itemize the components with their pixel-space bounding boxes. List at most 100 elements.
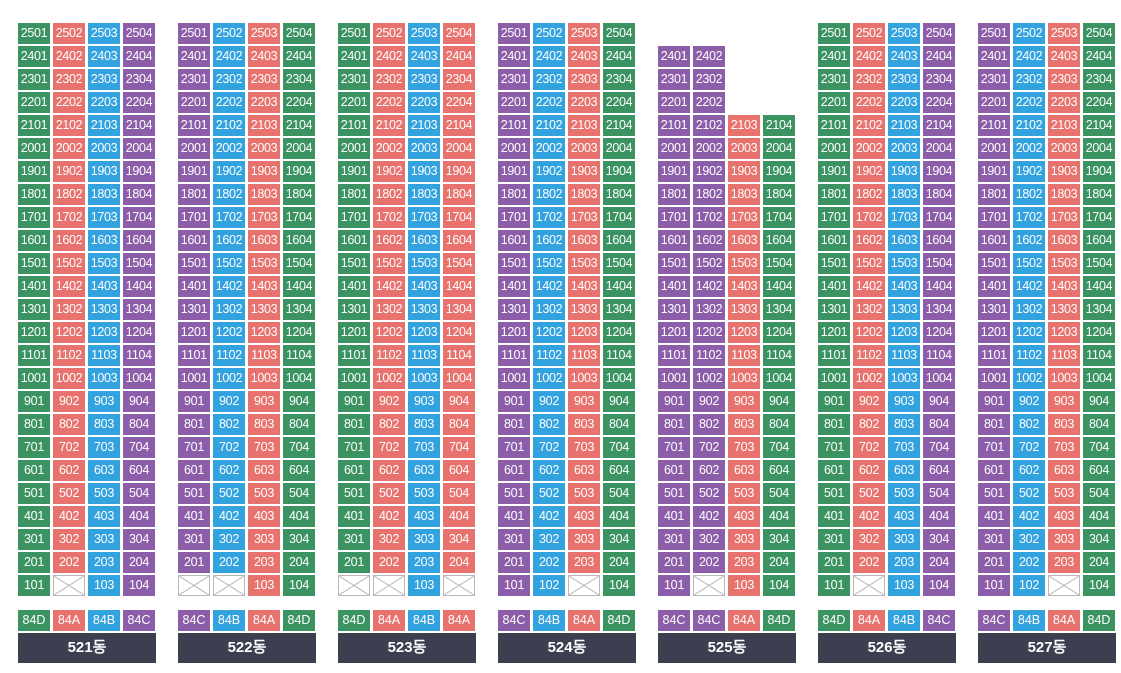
unit-cell: 1504 (1083, 253, 1115, 274)
unit-cell: 1501 (978, 253, 1010, 274)
unit-cell: 2303 (408, 69, 440, 90)
unit-cell: 604 (123, 460, 155, 481)
unit-cell: 2504 (283, 23, 315, 44)
unit-cell: 1203 (568, 322, 600, 343)
unit-cell: 701 (818, 437, 850, 458)
unit-cell: 1902 (533, 161, 565, 182)
unit-cell: 1602 (533, 230, 565, 251)
unit-cell: 1602 (853, 230, 885, 251)
unit-cell: 2201 (658, 92, 690, 113)
unit-cell: 2101 (978, 115, 1010, 136)
empty-unit-cell (568, 575, 600, 596)
unit-cell: 1201 (658, 322, 690, 343)
unit-cell: 301 (18, 529, 50, 550)
unit-cell: 304 (283, 529, 315, 550)
unit-cell: 804 (1083, 414, 1115, 435)
unit-cell: 803 (408, 414, 440, 435)
unit-cell: 1803 (728, 184, 760, 205)
unit-cell: 2301 (338, 69, 370, 90)
unit-cell: 1502 (853, 253, 885, 274)
unit-cell: 1204 (603, 322, 635, 343)
unit-cell: 1803 (248, 184, 280, 205)
unit-cell: 1002 (53, 368, 85, 389)
unit-cell: 503 (568, 483, 600, 504)
unit-cell: 1503 (728, 253, 760, 274)
unit-cell: 502 (853, 483, 885, 504)
unit-cell: 2501 (818, 23, 850, 44)
unit-cell: 1603 (568, 230, 600, 251)
unit-cell: 2302 (53, 69, 85, 90)
unit-cell: 901 (978, 391, 1010, 412)
unit-cell: 1402 (373, 276, 405, 297)
empty-unit-cell (53, 575, 85, 596)
unit-cell: 303 (728, 529, 760, 550)
unit-cell: 2001 (658, 138, 690, 159)
unit-cell: 1101 (338, 345, 370, 366)
unit-type-label: 84C (658, 610, 690, 631)
unit-cell: 1803 (1048, 184, 1080, 205)
unit-cell: 1503 (568, 253, 600, 274)
unit-cell: 1303 (248, 299, 280, 320)
unit-cell: 2502 (53, 23, 85, 44)
unit-cell: 1403 (248, 276, 280, 297)
unit-cell: 202 (693, 552, 725, 573)
unit-cell: 1102 (853, 345, 885, 366)
unit-cell: 2302 (373, 69, 405, 90)
unit-cell: 1802 (1013, 184, 1045, 205)
unit-cell: 1402 (53, 276, 85, 297)
unit-cell: 402 (693, 506, 725, 527)
unit-cell: 701 (18, 437, 50, 458)
unit-cell: 301 (338, 529, 370, 550)
unit-cell: 1702 (693, 207, 725, 228)
unit-cell: 2104 (763, 115, 795, 136)
unit-cell: 904 (603, 391, 635, 412)
unit-cell: 1103 (568, 345, 600, 366)
unit-cell: 401 (658, 506, 690, 527)
unit-cell: 103 (408, 575, 440, 596)
unit-cell: 1901 (498, 161, 530, 182)
unit-cell: 2501 (978, 23, 1010, 44)
unit-cell: 1003 (248, 368, 280, 389)
unit-cell: 2301 (818, 69, 850, 90)
unit-cell: 104 (123, 575, 155, 596)
unit-cell: 2203 (1048, 92, 1080, 113)
unit-cell: 1201 (338, 322, 370, 343)
unit-cell: 2201 (18, 92, 50, 113)
unit-cell: 2202 (693, 92, 725, 113)
unit-cell: 2504 (443, 23, 475, 44)
unit-cell: 1801 (498, 184, 530, 205)
unit-cell: 1604 (283, 230, 315, 251)
unit-cell: 703 (888, 437, 920, 458)
unit-cell: 2504 (603, 23, 635, 44)
unit-cell: 1002 (853, 368, 885, 389)
unit-cell: 2403 (1048, 46, 1080, 67)
unit-cell: 1703 (408, 207, 440, 228)
unit-cell: 1001 (978, 368, 1010, 389)
unit-cell: 304 (923, 529, 955, 550)
unit-cell: 2403 (408, 46, 440, 67)
unit-cell: 102 (1013, 575, 1045, 596)
unit-cell: 1604 (443, 230, 475, 251)
unit-type-label: 84A (568, 610, 600, 631)
unit-cell: 304 (603, 529, 635, 550)
unit-cell: 503 (248, 483, 280, 504)
unit-cell: 1902 (1013, 161, 1045, 182)
unit-cell: 1902 (853, 161, 885, 182)
unit-cell: 1504 (923, 253, 955, 274)
unit-cell: 2303 (248, 69, 280, 90)
unit-cell: 601 (18, 460, 50, 481)
unit-cell: 2104 (923, 115, 955, 136)
unit-type-label: 84C (923, 610, 955, 631)
unit-cell: 501 (978, 483, 1010, 504)
unit-cell: 1004 (283, 368, 315, 389)
unit-cell: 801 (498, 414, 530, 435)
unit-cell: 2003 (888, 138, 920, 159)
unit-cell: 502 (213, 483, 245, 504)
unit-cell: 304 (763, 529, 795, 550)
unit-cell: 1302 (213, 299, 245, 320)
unit-cell: 1204 (763, 322, 795, 343)
unit-cell: 1102 (533, 345, 565, 366)
unit-cell: 103 (888, 575, 920, 596)
unit-cell: 2404 (603, 46, 635, 67)
unit-cell: 1901 (978, 161, 1010, 182)
